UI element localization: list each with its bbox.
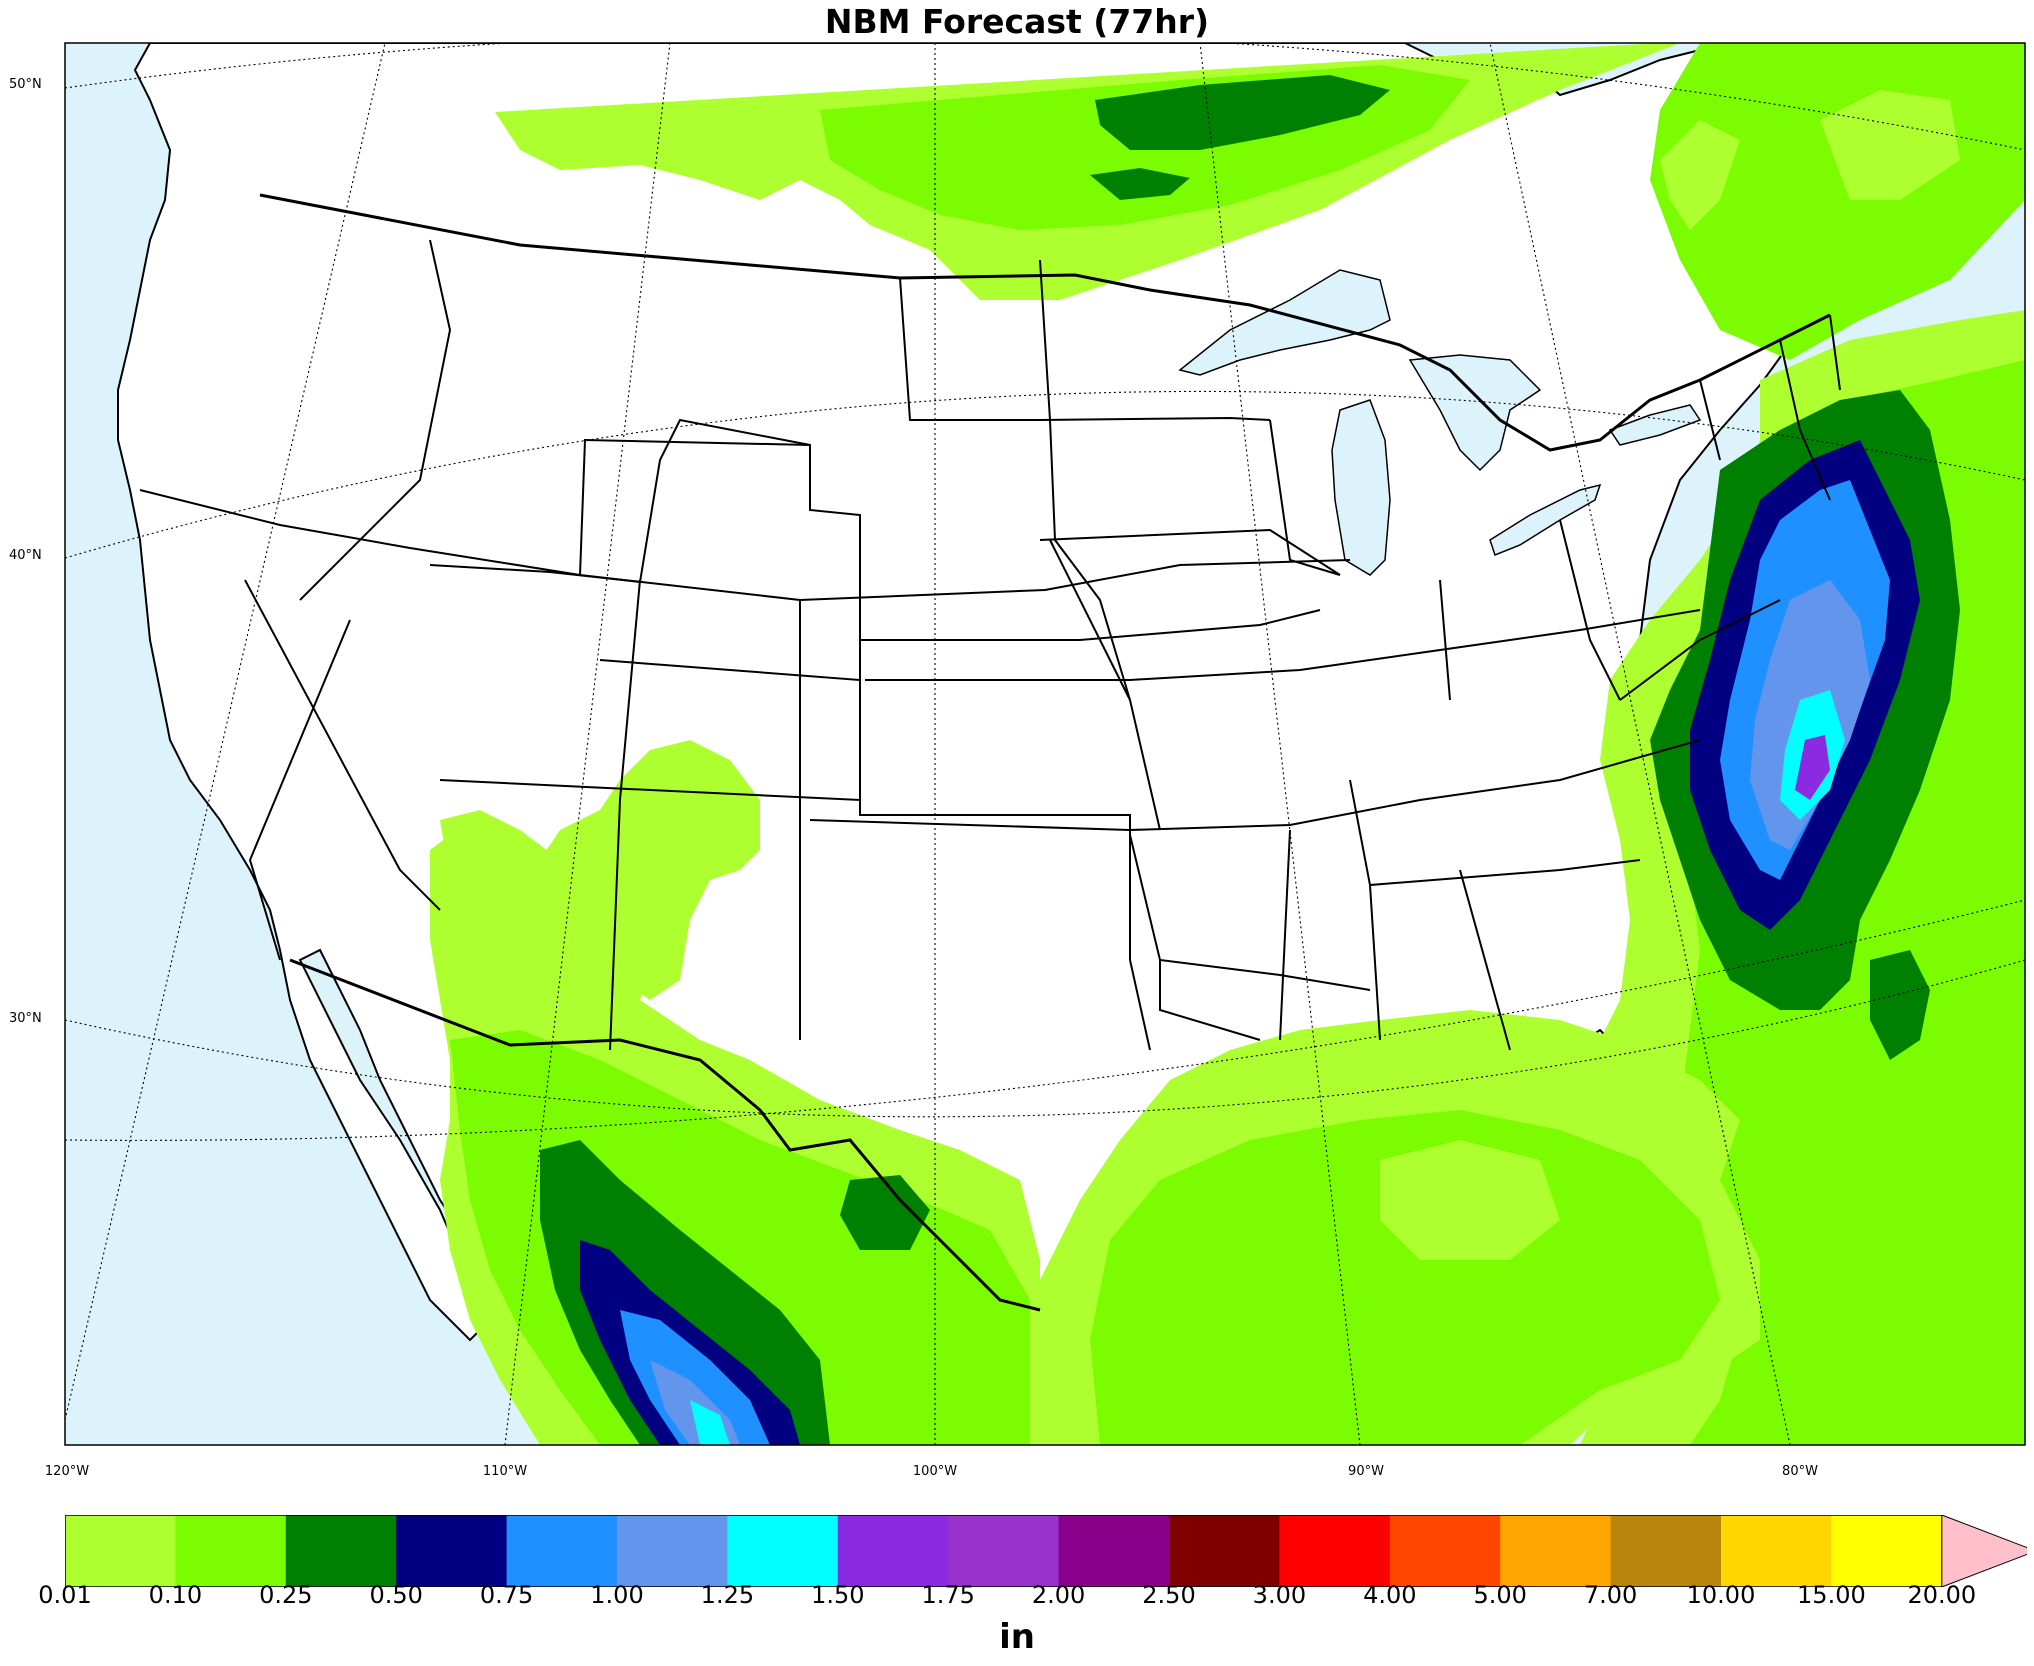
precip-gulf [1030,1010,1760,1445]
precip-north-band [495,43,1680,300]
colorbar-segment [65,1515,176,1587]
colorbar-tick-label: 0.01 [38,1581,92,1609]
colorbar-units-label: in [999,1617,1035,1657]
colorbar-segment [1389,1515,1501,1587]
colorbar-tick-label: 15.00 [1797,1581,1866,1609]
lon-label-100w: 100°W [912,1464,958,1479]
colorbar-segment [1831,1515,1943,1587]
colorbar-tick-label: 0.50 [369,1581,423,1609]
colorbar-segment [175,1515,287,1587]
colorbar-segment [396,1515,508,1587]
colorbar-tick-label: 2.00 [1031,1581,1086,1609]
lake-erie [1489,483,1602,556]
colorbar-tick-label: 0.25 [259,1581,313,1609]
lat-label-30n: 30°N [9,1011,42,1026]
colorbar-segment [506,1515,618,1587]
colorbar-tick-label: 1.75 [921,1581,975,1609]
colorbar-tick-label: 0.10 [148,1581,203,1609]
lat-label-40n: 40°N [9,548,42,563]
lon-label-110w: 110°W [482,1464,528,1479]
colorbar-tick-label: 20.00 [1907,1581,1977,1609]
political-borders [139,193,1841,1312]
colorbar-segment [1500,1515,1612,1587]
colorbar-tick-label: 1.00 [590,1581,644,1609]
colorbar-extend-arrow [1941,1515,2027,1587]
lake-superior [1178,269,1391,376]
colorbar-tick-label: 4.00 [1363,1581,1417,1609]
lat-label-50n: 50°N [9,77,42,92]
colorbar-tick-label: 10.00 [1686,1581,1756,1609]
colorbar-segment [617,1515,728,1587]
colorbar-segment [837,1515,949,1587]
lon-label-120w: 120°W [44,1464,90,1479]
colorbar-tick-label: 2.50 [1142,1581,1196,1609]
lake-huron [1408,354,1542,472]
lon-label-80w: 80°W [1782,1464,1818,1479]
colorbar-segment [1610,1515,1722,1587]
lake-ontario [1608,404,1702,446]
colorbar-tick-label: 7.00 [1583,1581,1638,1609]
colorbar-segment [285,1515,397,1587]
graticule [65,43,2025,1445]
colorbar-segment [1279,1515,1391,1587]
colorbar-tick-label: 1.25 [700,1581,755,1609]
colorbar-segment [1169,1515,1280,1587]
colorbar-segment [1058,1515,1170,1587]
colorbar-tick-label: 3.00 [1252,1581,1307,1609]
precip-four-corners [440,740,760,1000]
lon-label-90w: 90°W [1348,1464,1384,1479]
map-title: NBM Forecast (77hr) [824,2,1210,41]
precip-colorbar [65,1515,2027,1587]
colorbar-tick-label: 5.00 [1473,1581,1527,1609]
colorbar-tick-label: 0.75 [479,1581,534,1609]
colorbar-segment [1721,1515,1832,1587]
precip-southwest [430,760,1040,1445]
precip-northeast [1650,43,2025,360]
colorbar-segment [948,1515,1060,1587]
colorbar-segment [727,1515,839,1587]
colorbar-tick-label: 1.50 [811,1581,865,1609]
map-frame [64,42,2026,1446]
lake-michigan [1331,399,1391,576]
